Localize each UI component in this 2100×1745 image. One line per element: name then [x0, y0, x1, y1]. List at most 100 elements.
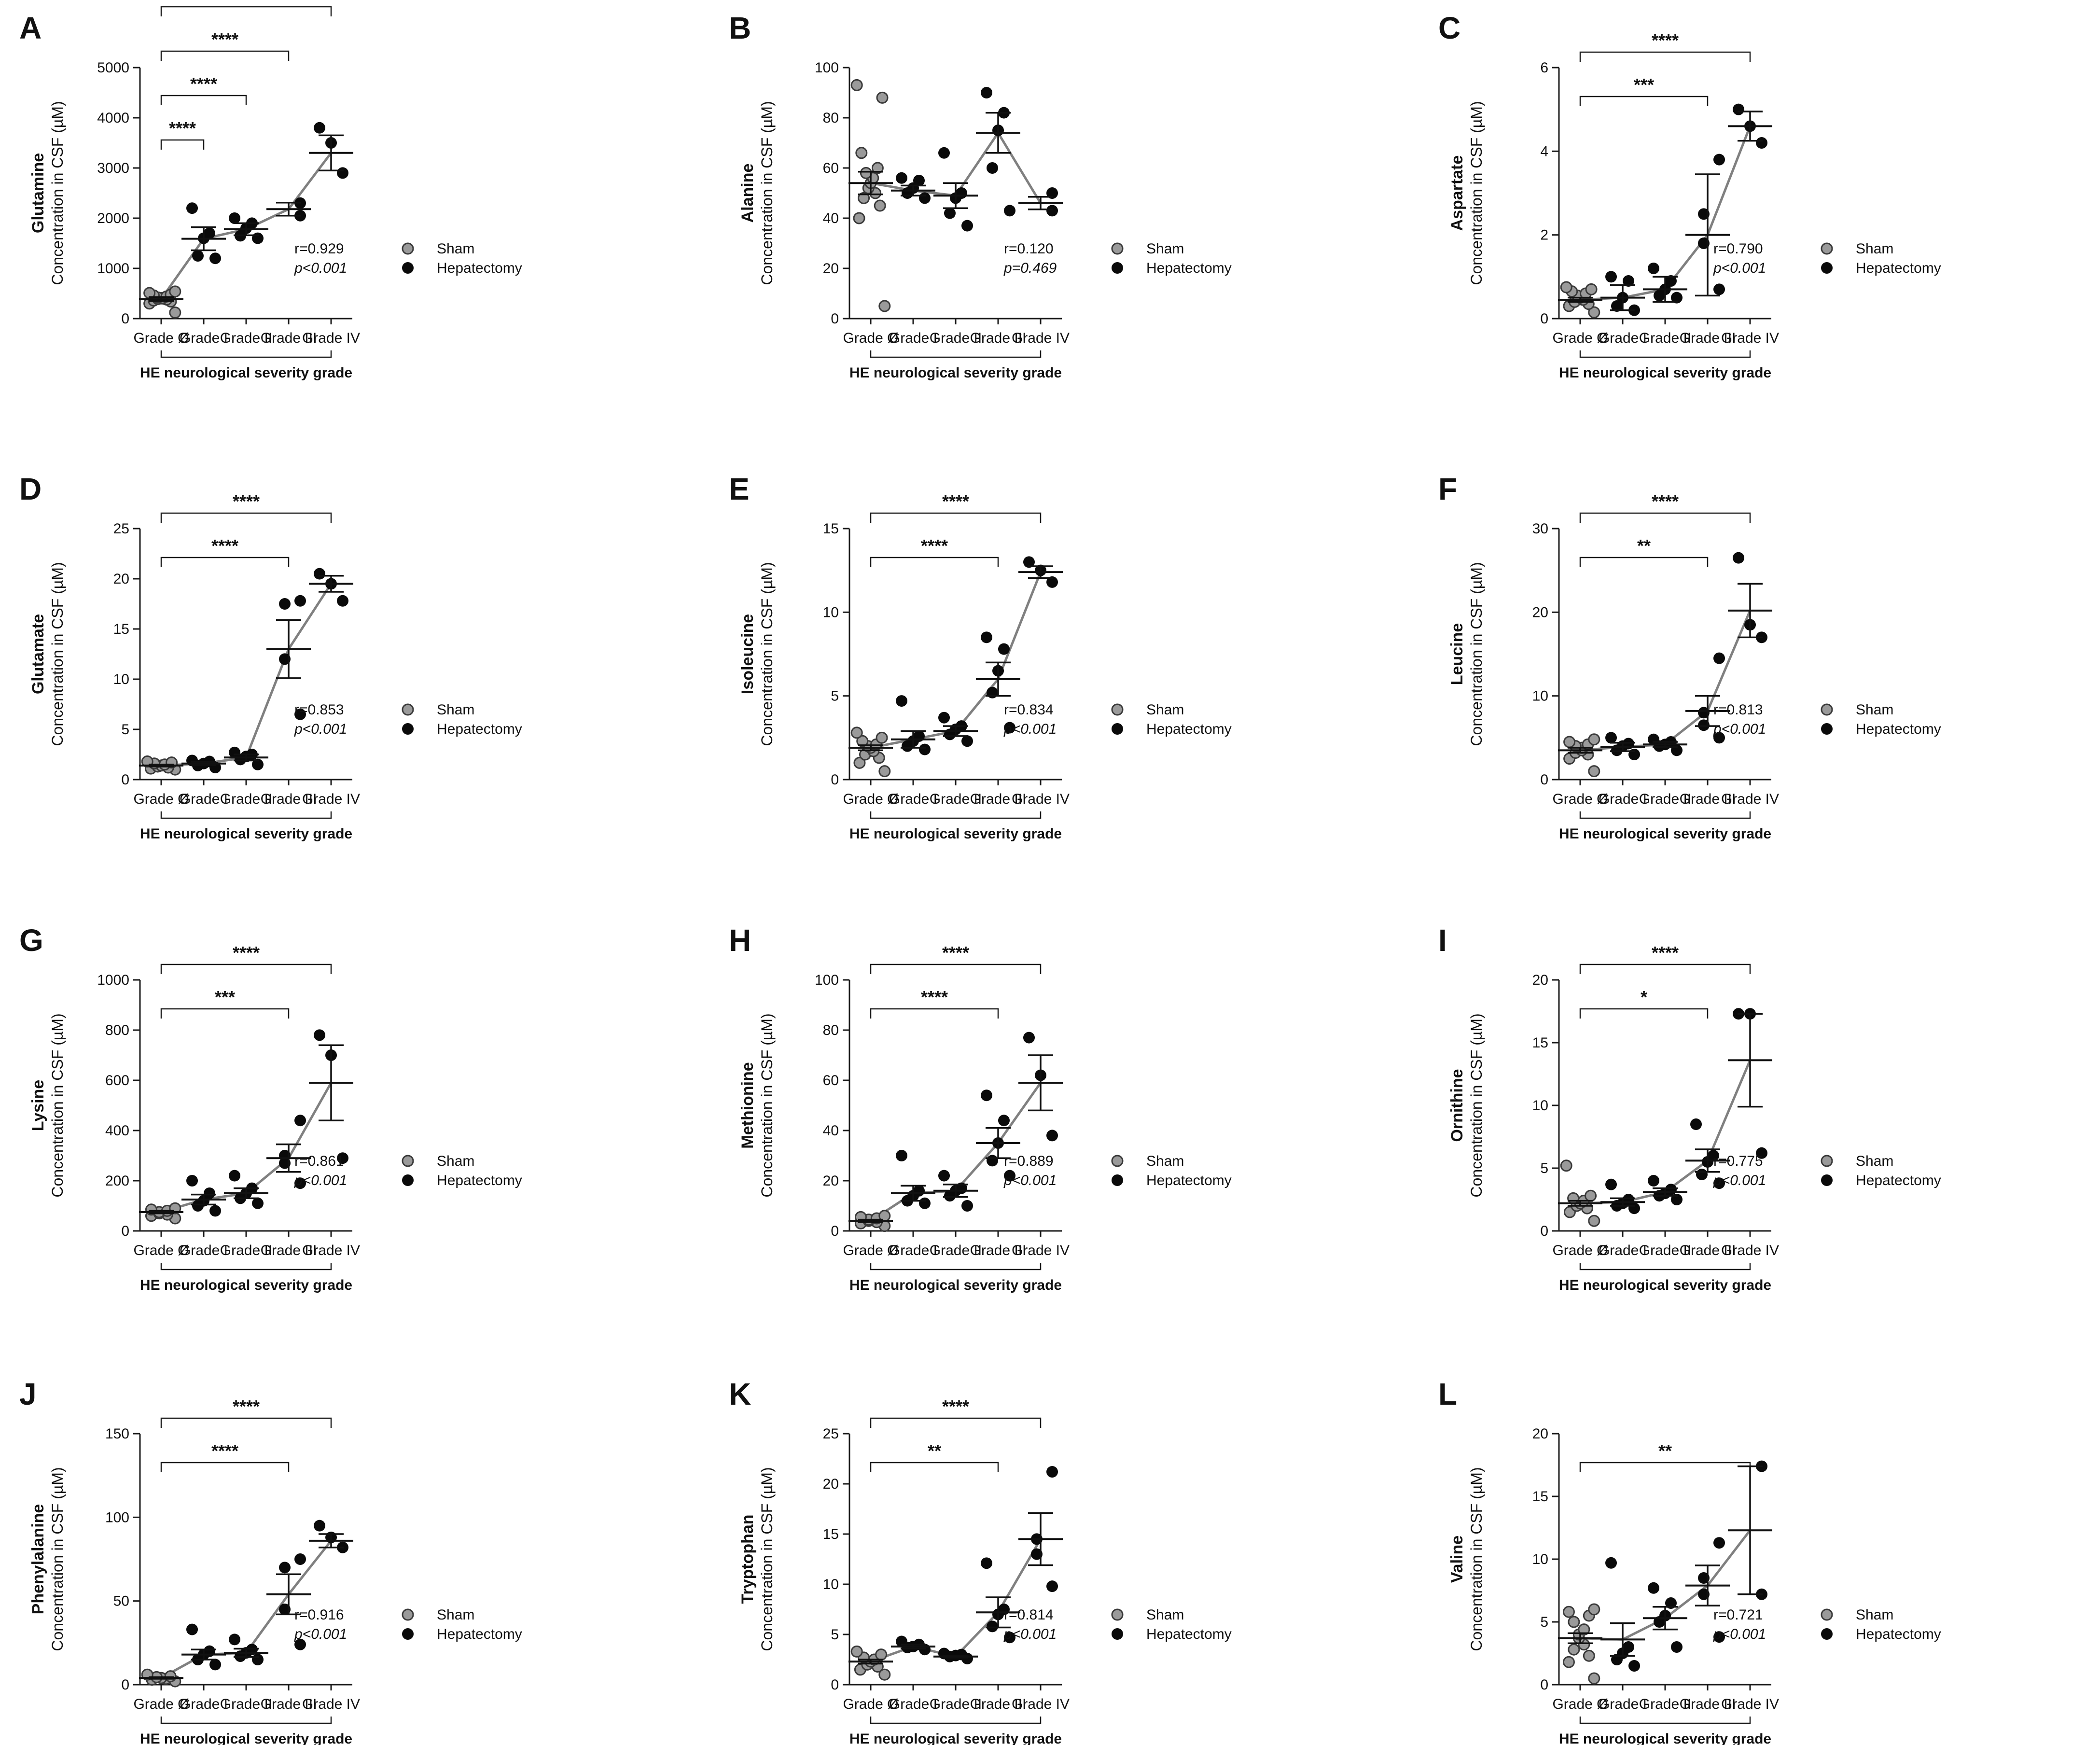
panel-e-hepatectomy-point: [1023, 556, 1035, 568]
panel-j-hepatectomy-point: [229, 1633, 240, 1646]
panel-d-sig-bracket: [160, 512, 332, 523]
panel-k-hepatectomy-point: [1004, 1632, 1015, 1644]
panel-g-ytick-label: 0: [121, 1223, 129, 1239]
panel-j-xtick-label: Grade I: [180, 1696, 228, 1712]
panel-g-hepatectomy-point: [204, 1187, 215, 1199]
panel-h-hepatectomy-point: [919, 1197, 931, 1209]
panel-a-hepatectomy-point: [209, 252, 221, 265]
panel-e-xtick-label: Grade Ø: [843, 791, 898, 807]
panel-h-legend-sham-marker: [1111, 1155, 1124, 1167]
panel-f-xtick-label: Grade I: [1599, 791, 1647, 807]
panel-g-ytick-label: 600: [105, 1073, 129, 1089]
panel-i-legend-sham-marker: [1821, 1155, 1833, 1167]
panel-c-xlabel: HE neurological severity grade: [1559, 365, 1771, 381]
panel-j-hepatectomy-point: [279, 1562, 291, 1574]
panel-d-xtick-label: Grade Ø: [133, 791, 189, 807]
panel-a-xtick-label: Grade I: [180, 330, 228, 346]
panel-i-legend-hepatectomy-marker: [1821, 1174, 1833, 1186]
panel-l-xlabel: HE neurological severity grade: [1559, 1731, 1771, 1745]
panel-i-hepatectomy-point: [1713, 1177, 1725, 1189]
panel-j-xtick-label: Grade III: [261, 1696, 317, 1712]
panel-k-group-bracket: [870, 1717, 1042, 1724]
panel-l-ytick-label: 5: [1540, 1614, 1548, 1630]
panel-i-legend-sham: Sham: [1856, 1153, 1893, 1169]
panel-g-legend-hepatectomy: Hepatectomy: [437, 1173, 522, 1188]
panel-d-hepatectomy-point: [229, 746, 240, 758]
panel-b-ytick-label: 20: [823, 261, 839, 277]
panel-e-xtick-label: Grade I: [889, 791, 937, 807]
panel-e-hepatectomy-point: [919, 743, 931, 755]
panel-b-hepatectomy-point: [987, 162, 998, 174]
panel-i-sham-point: [1560, 1159, 1572, 1172]
panel-g-legend-sham-marker: [402, 1155, 414, 1167]
panel-j: J Phenylalanine Concentration in CSF (µM) 0…: [19, 1377, 522, 1745]
panel-l-sham-point: [1568, 1643, 1580, 1656]
panel-l-hepatectomy-point: [1623, 1641, 1634, 1653]
panel-j-ytick-label: 100: [105, 1509, 129, 1525]
panel-c-ytick-label: 2: [1540, 227, 1548, 243]
panel-c-ytick-label: 6: [1540, 60, 1548, 76]
panel-f-ylabel: Concentration in CSF (µM): [1468, 562, 1485, 746]
panel-g-sig-label: ***: [215, 987, 235, 1007]
panel-a-xlabel: HE neurological severity grade: [140, 365, 352, 381]
panel-k-ytick-label: 15: [823, 1526, 839, 1542]
panel-b-ytick-label: 100: [815, 60, 839, 76]
panel-b-ytick-label: 40: [823, 210, 839, 226]
panel-c-p-value: p<0.001: [1713, 260, 1766, 276]
panel-l-hepatectomy-point: [1671, 1641, 1683, 1653]
panel-f: F Leucine Concentration in CSF (µM) 0 10 20 30…: [1438, 472, 1941, 842]
panel-h-legend-hepatectomy: Hepatectomy: [1146, 1173, 1232, 1188]
panel-d-sig-label: ****: [211, 536, 238, 556]
panel-j-hepatectomy-point: [209, 1659, 221, 1671]
panel-b-sham-point: [860, 167, 872, 179]
panel-i-xlabel: HE neurological severity grade: [1559, 1277, 1771, 1293]
panel-a-sig-label: ****: [190, 74, 217, 94]
panel-i-sig-bracket: [1579, 963, 1751, 974]
panel-g-ytick-label: 400: [105, 1123, 129, 1139]
panel-k: K Tryptophan Concentration in CSF (µM) 0 5 10…: [729, 1377, 1232, 1745]
panel-b-sham-point: [878, 300, 891, 312]
panel-k-sig-bracket: [870, 1417, 1042, 1428]
panel-e-xtick-label: Grade IV: [1012, 791, 1070, 807]
panel-f-legend-sham: Sham: [1856, 702, 1893, 718]
panel-b-hepatectomy-point: [981, 87, 992, 98]
panel-i-xtick-label: Grade Ø: [1552, 1242, 1608, 1258]
panel-g-ytick-label: 200: [105, 1173, 129, 1189]
panel-c-ytick-label: 0: [1540, 311, 1548, 327]
panel-j-xtick-label: Grade Ø: [133, 1696, 189, 1712]
panel-a-sig-label: ****: [211, 29, 238, 49]
panel-i-ytick-label: 5: [1540, 1160, 1548, 1176]
panel-h-ylabel: Concentration in CSF (µM): [758, 1013, 776, 1197]
panel-l-ytick-label: 20: [1532, 1426, 1548, 1442]
panel-e-ytick-label: 10: [823, 604, 839, 620]
panel-g-title: Lysine: [29, 1080, 47, 1131]
panel-h-ytick-label: 100: [815, 972, 839, 988]
panel-c-xtick-label: Grade IV: [1721, 330, 1779, 346]
panel-i-sig-label: ****: [1652, 943, 1679, 963]
panel-g-legend-sham: Sham: [437, 1153, 474, 1169]
panel-d-hepatectomy-point: [294, 708, 306, 720]
panel-h-ytick-label: 20: [823, 1173, 839, 1189]
panel-c-hepatectomy-point: [1698, 237, 1710, 249]
panel-a-r-value: r=0.929: [294, 241, 344, 257]
panel-j-legend-sham: Sham: [437, 1607, 474, 1623]
panel-c-hepatectomy-point: [1713, 154, 1725, 166]
panel-f-hepatectomy-point: [1698, 707, 1710, 719]
panel-f-r-value: r=0.813: [1713, 702, 1763, 718]
panel-g-xtick-label: Grade Ø: [133, 1242, 189, 1258]
panel-k-legend-sham-marker: [1111, 1608, 1124, 1621]
panel-i-p-value: p<0.001: [1713, 1173, 1766, 1188]
panel-k-legend-sham: Sham: [1146, 1607, 1184, 1623]
panel-b-hepatectomy-point: [1004, 205, 1015, 217]
panel-c-hepatectomy-point: [1671, 292, 1683, 304]
panel-a-hepatectomy-point: [204, 227, 215, 239]
panel-j-sig-bracket: [160, 1462, 290, 1472]
panel-d-xlabel: HE neurological severity grade: [140, 826, 352, 842]
panel-j-xtick-label: Grade II: [220, 1696, 272, 1712]
panel-j-hepatectomy-point: [186, 1623, 198, 1635]
panel-i: I Ornithine Concentration in CSF (µM) 0 5 10 1…: [1438, 923, 1941, 1293]
panel-f-xtick-label: Grade Ø: [1552, 791, 1608, 807]
panel-a-ytick-label: 0: [121, 311, 129, 327]
panel-i-ytick-label: 10: [1532, 1098, 1548, 1114]
panel-i-legend-hepatectomy: Hepatectomy: [1856, 1173, 1941, 1188]
